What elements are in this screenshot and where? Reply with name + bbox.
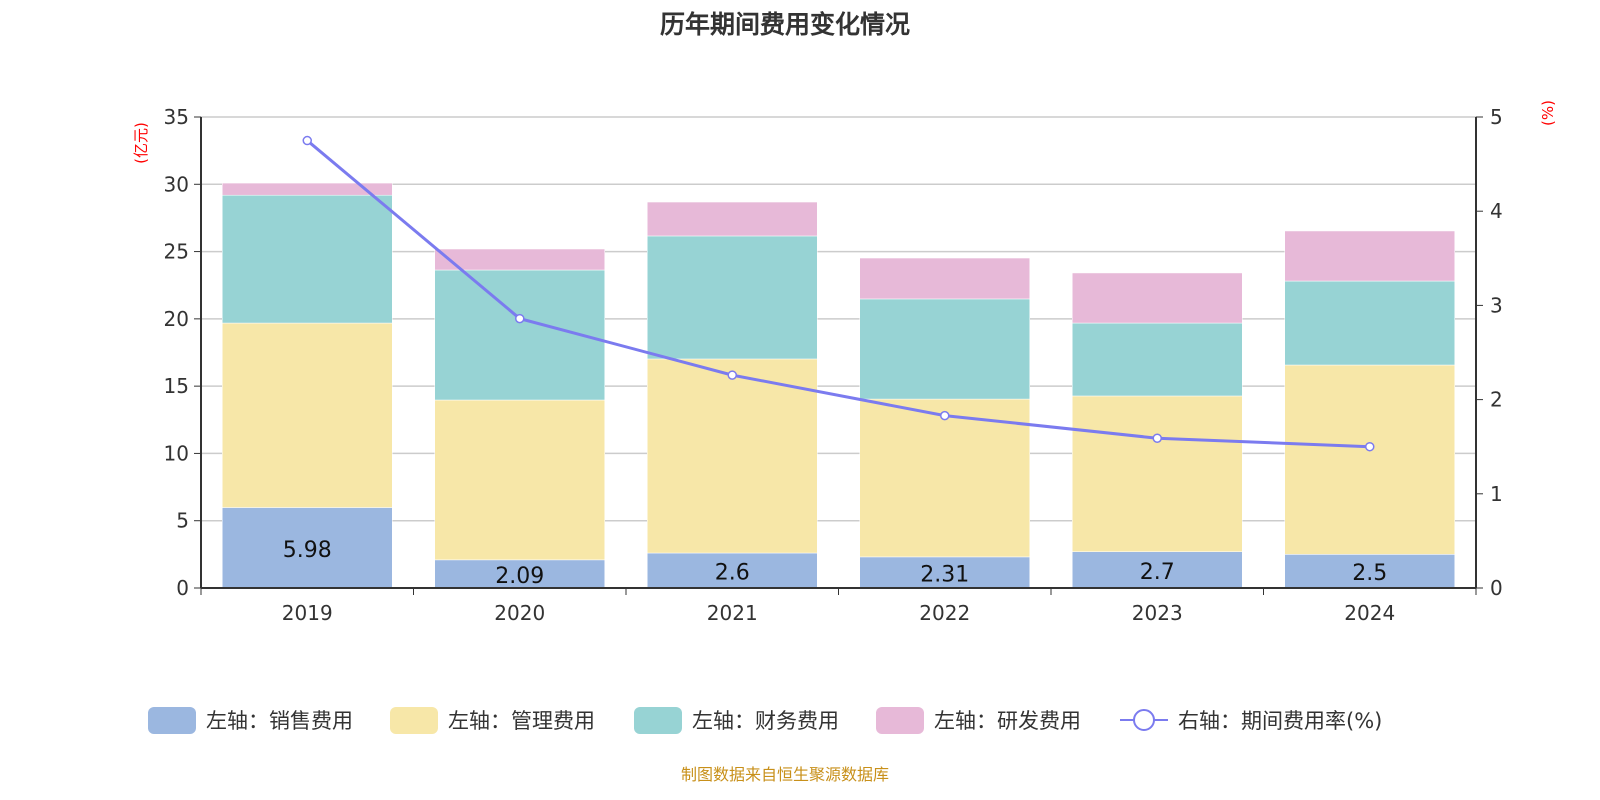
source-note: 制图数据来自恒生聚源数据库 [681, 765, 889, 784]
bar-data-label: 5.98 [283, 538, 332, 563]
legend-label: 左轴：财务费用 [692, 709, 839, 733]
bar-data-label: 2.31 [920, 562, 969, 587]
bar-segment [859, 257, 1030, 300]
x-tick-label: 2023 [1132, 601, 1183, 625]
bar-segment [1072, 395, 1243, 552]
bar-segment [222, 194, 393, 324]
bar-segment [647, 358, 818, 554]
bar-segment [1284, 280, 1455, 366]
legend-swatch [148, 707, 196, 734]
bar-segment [434, 559, 605, 589]
rate-point [1152, 433, 1162, 443]
bar-segment [1284, 364, 1455, 555]
left-tick-label: 10 [164, 441, 189, 465]
legend-label: 左轴：销售费用 [206, 709, 353, 733]
rate-point [302, 135, 312, 146]
x-tick-label: 2021 [707, 601, 758, 625]
bar-segment [1284, 554, 1455, 589]
right-tick-label: 1 [1490, 482, 1503, 506]
bar-segment [1072, 551, 1243, 589]
bar-data-label: 2.5 [1352, 561, 1387, 586]
bar-segment [647, 201, 818, 237]
bar-segment [859, 556, 1030, 589]
rate-line [306, 139, 1370, 449]
bar-data-label: 2.7 [1140, 560, 1175, 585]
bar-segment [859, 298, 1030, 400]
legend-swatch [390, 707, 438, 734]
chart-title: 历年期间费用变化情况 [660, 10, 910, 39]
left-tick-label: 25 [164, 240, 189, 264]
rate-point [727, 370, 737, 380]
left-tick-label: 0 [176, 576, 189, 600]
legend-label: 右轴：期间费用率(%) [1178, 709, 1382, 733]
left-tick-label: 20 [164, 307, 189, 331]
right-tick-label: 2 [1490, 388, 1503, 412]
legend-label: 左轴：研发费用 [934, 709, 1081, 733]
bar-segment [1284, 230, 1455, 282]
bar-segment [1072, 322, 1243, 397]
left-tick-label: 15 [164, 374, 189, 398]
left-tick-label: 30 [164, 172, 189, 196]
bar-segment [859, 398, 1030, 558]
x-tick-label: 2024 [1344, 601, 1395, 625]
bar-segment [1072, 272, 1243, 324]
legend-label: 左轴：管理费用 [448, 709, 595, 733]
bar-segment [647, 235, 818, 360]
x-tick-label: 2020 [494, 601, 545, 625]
legend-circle-icon [1133, 709, 1155, 731]
rate-point [515, 313, 525, 324]
bar-data-label: 2.09 [495, 564, 544, 589]
left-tick-label: 35 [164, 105, 189, 129]
rate-point [1365, 441, 1375, 452]
rate-point [940, 410, 950, 421]
right-tick-label: 5 [1490, 105, 1503, 129]
bar-segment [222, 182, 393, 196]
right-tick-label: 0 [1490, 576, 1503, 600]
right-tick-label: 4 [1490, 199, 1503, 223]
x-tick-label: 2019 [282, 601, 333, 625]
bar-data-label: 2.6 [715, 561, 750, 586]
right-tick-label: 3 [1490, 293, 1503, 317]
right-axis-label: (%) [1539, 100, 1557, 126]
legend-swatch [634, 707, 682, 734]
left-tick-label: 5 [176, 509, 189, 533]
bar-segment [434, 248, 605, 271]
bar-segment [434, 399, 605, 561]
legend-swatch [876, 707, 924, 734]
bar-segment [222, 322, 393, 508]
left-axis-label: (亿元) [132, 122, 150, 164]
x-tick-label: 2022 [919, 601, 970, 625]
